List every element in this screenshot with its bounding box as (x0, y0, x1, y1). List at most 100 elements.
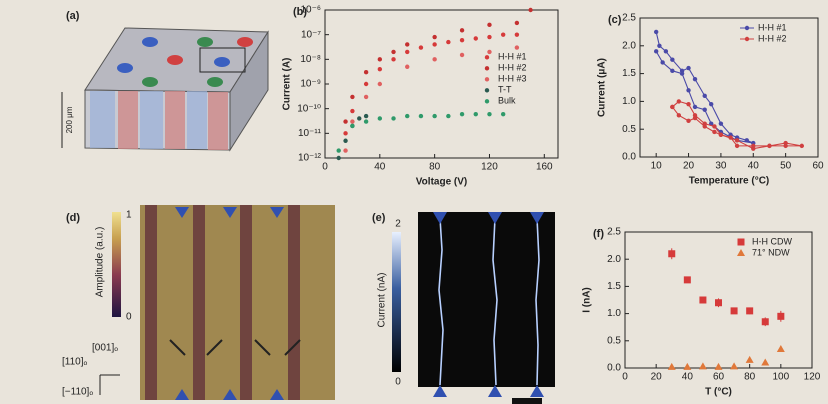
marker (712, 124, 716, 128)
marker (746, 356, 754, 363)
y-tick-label: 10⁻⁹ (300, 79, 321, 90)
marker (337, 148, 341, 152)
marker (432, 57, 436, 61)
colorbar-min: 0 (126, 312, 132, 323)
marker (800, 144, 804, 148)
marker (357, 116, 361, 120)
marker (699, 362, 707, 369)
marker (432, 35, 436, 39)
y-tick-label: 1.0 (607, 308, 621, 319)
marker (350, 95, 354, 99)
panel-label: (c) (608, 14, 622, 26)
marker (670, 69, 674, 73)
marker (777, 345, 785, 352)
legend-marker (485, 66, 489, 70)
marker (654, 49, 658, 53)
scale-bar (512, 398, 542, 404)
marker (405, 50, 409, 54)
legend-label: Bulk (498, 96, 516, 106)
legend-marker (485, 77, 489, 81)
y-tick-label: 10⁻⁶ (300, 5, 321, 16)
y-axis-label: Current (A) (282, 58, 293, 111)
legend-marker (485, 99, 489, 103)
marker (364, 70, 368, 74)
domain (118, 91, 138, 149)
marker (378, 116, 382, 120)
y-tick-label: 0.0 (622, 152, 636, 163)
domain (165, 91, 185, 149)
marker (751, 146, 755, 150)
marker (719, 121, 723, 125)
marker (487, 50, 491, 54)
y-tick-label: 10⁻¹¹ (298, 128, 322, 139)
legend-marker (485, 55, 489, 59)
marker (405, 114, 409, 118)
panel-label: (f) (593, 228, 604, 240)
panel-d: (d) 1 0 Amplitude (a.u.) [110]ₒ [001]ₒ [… (62, 205, 335, 400)
marker (745, 138, 749, 142)
marker (364, 95, 368, 99)
legend-marker (745, 26, 749, 30)
marker (515, 21, 519, 25)
figure: (a) 200 μm (d) 1 0 (0, 0, 828, 404)
colorbar-min: 0 (395, 377, 401, 388)
x-tick-label: 40 (682, 372, 694, 383)
marker (350, 119, 354, 123)
x-tick-label: 80 (744, 372, 756, 383)
marker (515, 45, 519, 49)
marker (664, 49, 668, 53)
plot-frame (325, 10, 558, 158)
marker (350, 109, 354, 113)
y-tick-label: 0.5 (607, 335, 621, 346)
panel-label: (a) (66, 10, 80, 22)
marker (699, 297, 706, 304)
marker (474, 36, 478, 40)
marker (474, 112, 478, 116)
x-tick-label: 80 (429, 162, 441, 173)
x-tick-label: 0 (622, 372, 628, 383)
afm-image (140, 205, 335, 400)
direction: [001]ₒ (92, 343, 118, 354)
domain (187, 91, 207, 149)
x-tick-label: 20 (683, 161, 695, 172)
y-tick-label: 2.0 (622, 40, 636, 51)
marker (350, 124, 354, 128)
marker (715, 363, 723, 370)
marker (501, 112, 505, 116)
thickness: 200 μm (65, 106, 74, 133)
marker (460, 53, 464, 57)
marker (777, 313, 784, 320)
marker (343, 119, 347, 123)
x-tick-label: 60 (812, 161, 824, 172)
legend-marker (745, 37, 749, 41)
x-tick-label: 100 (772, 372, 789, 383)
marker (746, 307, 753, 314)
y-tick-label: 10⁻⁸ (300, 54, 321, 65)
marker (487, 112, 491, 116)
marker (654, 30, 658, 34)
cafm-image (418, 212, 555, 387)
y-tick-label: 0.5 (622, 124, 636, 135)
marker (343, 139, 347, 143)
marker (703, 121, 707, 125)
marker (364, 119, 368, 123)
panel-label: (e) (372, 212, 386, 224)
marker (783, 141, 787, 145)
y-tick-label: 1.5 (607, 281, 621, 292)
marker (670, 105, 674, 109)
x-tick-label: 40 (748, 161, 760, 172)
marker (735, 138, 739, 142)
y-tick-label: 1.5 (622, 68, 636, 79)
x-tick-label: 30 (715, 161, 727, 172)
colorbar-max: 2 (395, 219, 401, 230)
marker (703, 94, 707, 98)
domain (90, 91, 115, 148)
marker (391, 116, 395, 120)
legend-label: T-T (498, 85, 512, 95)
colorbar (392, 232, 401, 372)
marker (693, 113, 697, 117)
marker (657, 44, 661, 48)
marker (680, 71, 684, 75)
marker (364, 82, 368, 86)
stripe (145, 205, 157, 400)
